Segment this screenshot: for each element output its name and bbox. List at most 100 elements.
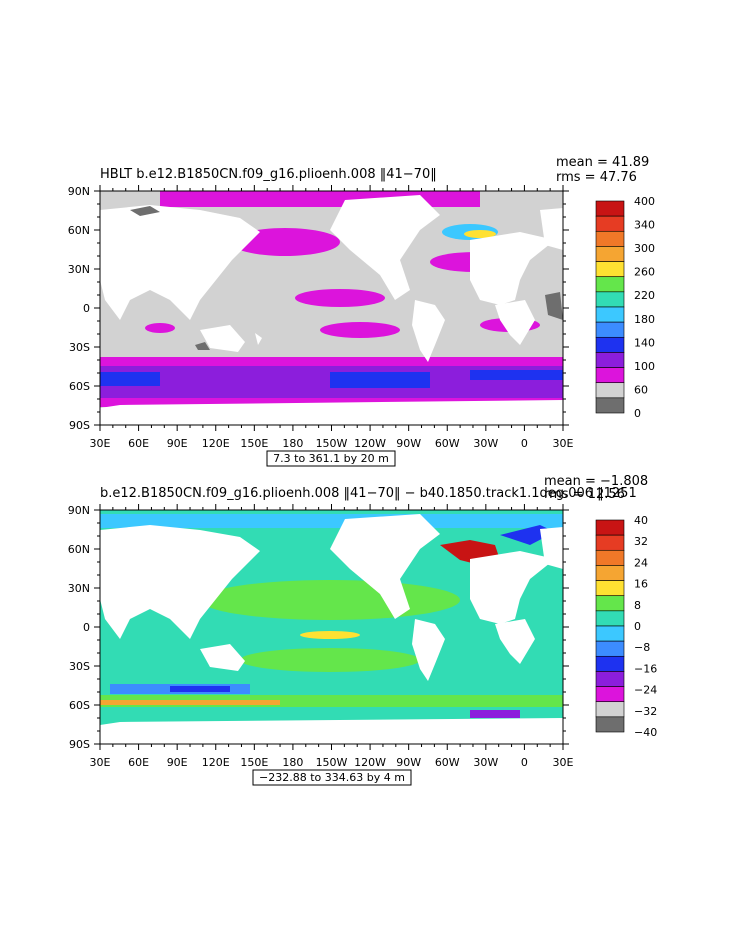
panel-2-axes: 30E 60E 90E 120E 150E 180 150W 120W 90W 60W 30W 0 30… bbox=[68, 504, 574, 769]
colorbar-swatch bbox=[595, 306, 625, 323]
colorbar-swatch bbox=[595, 352, 625, 368]
x-tick-label: 180 bbox=[282, 437, 303, 450]
x-tick-label: 30E bbox=[553, 756, 574, 769]
colorbar-label: 8 bbox=[634, 599, 641, 612]
y-tick-label: 30S bbox=[69, 660, 90, 673]
tropical-pacific-patch bbox=[295, 289, 385, 307]
diff-weddell-patch bbox=[470, 710, 520, 718]
panel-2-title: b.e12.B1850CN.f09_g16.plioenh.008 ‖41−70… bbox=[100, 486, 637, 501]
dark-patches bbox=[130, 206, 563, 350]
panel-2: b.e12.B1850CN.f09_g16.plioenh.008 ‖41−70… bbox=[68, 474, 657, 786]
land-masses bbox=[100, 195, 563, 425]
south-pacific-patch bbox=[320, 322, 400, 338]
x-tick-label: 120W bbox=[354, 437, 386, 450]
colorbar-swatch bbox=[595, 640, 625, 657]
y-tick-label: 90N bbox=[68, 504, 90, 517]
y-tick-label: 60S bbox=[69, 380, 90, 393]
colorbar-label: 100 bbox=[634, 360, 655, 373]
y-tick-label: 30S bbox=[69, 341, 90, 354]
colorbar-swatch bbox=[595, 701, 625, 718]
colorbar-swatch bbox=[595, 625, 625, 642]
x-tick-label: 0 bbox=[521, 437, 528, 450]
panel-1-map bbox=[100, 191, 563, 425]
colorbar-swatch bbox=[595, 397, 625, 414]
colorbar-swatch bbox=[595, 367, 625, 384]
x-tick-label: 150W bbox=[316, 756, 348, 769]
colorbar-swatch bbox=[595, 595, 625, 612]
arctic-band bbox=[160, 191, 480, 207]
southern-ocean-band-blue-3 bbox=[470, 370, 563, 380]
colorbar-label: 220 bbox=[634, 289, 655, 302]
colorbar-label: −32 bbox=[634, 705, 657, 718]
colorbar-swatch bbox=[595, 321, 625, 338]
colorbar-label: 400 bbox=[634, 195, 655, 208]
colorbar-label: 180 bbox=[634, 313, 655, 326]
land-masses-2 bbox=[100, 514, 563, 744]
diff-arctic-band bbox=[100, 514, 563, 528]
panel-1-axes: 30E 60E 90E 120E 150E 180 150W 120W 90W 60W 30W 0 30… bbox=[68, 185, 574, 450]
x-tick-label: 30E bbox=[90, 756, 111, 769]
colorbar-swatch bbox=[595, 200, 625, 217]
colorbar-swatch bbox=[595, 549, 625, 566]
colorbar-label: −8 bbox=[634, 641, 650, 654]
x-tick-label: 90W bbox=[396, 437, 421, 450]
x-tick-label: 150E bbox=[240, 756, 268, 769]
x-tick-label: 0 bbox=[521, 756, 528, 769]
x-tick-label: 120W bbox=[354, 756, 386, 769]
colorbar-label: 300 bbox=[634, 242, 655, 255]
colorbar-swatch bbox=[595, 671, 625, 687]
panel-2-range-box: −232.88 to 334.63 by 4 m bbox=[252, 769, 412, 786]
x-tick-label: 30W bbox=[473, 437, 498, 450]
colorbar-label: 24 bbox=[634, 556, 648, 569]
colorbar-label: 40 bbox=[634, 514, 648, 527]
diff-southern-ocean-darkblue bbox=[170, 686, 230, 692]
diff-south-pacific bbox=[240, 648, 420, 672]
panel-1-range-label: 7.3 to 361.1 by 20 m bbox=[273, 452, 389, 465]
panel-2-mean: mean = −1.808 bbox=[544, 474, 648, 489]
x-tick-label: 30W bbox=[473, 756, 498, 769]
panel-2-map bbox=[100, 510, 563, 744]
x-tick-label: 180 bbox=[282, 756, 303, 769]
panel-1: HBLT b.e12.B1850CN.f09_g16.plioenh.008 ‖… bbox=[68, 155, 655, 467]
colorbar-swatch bbox=[595, 519, 625, 536]
diff-tropical-band bbox=[200, 580, 460, 620]
y-tick-label: 30N bbox=[68, 582, 90, 595]
colorbar-swatch bbox=[595, 580, 625, 597]
x-tick-label: 30E bbox=[553, 437, 574, 450]
y-tick-label: 90N bbox=[68, 185, 90, 198]
colorbar-swatch bbox=[595, 215, 625, 232]
colorbar-swatch bbox=[595, 336, 625, 353]
y-tick-label: 90S bbox=[69, 738, 90, 751]
y-tick-label: 60N bbox=[68, 224, 90, 237]
panel-1-rms: rms = 47.76 bbox=[556, 170, 637, 185]
colorbar-swatch bbox=[595, 655, 625, 672]
diff-equatorial-core bbox=[300, 631, 360, 639]
indian-ocean-patch bbox=[145, 323, 175, 333]
x-tick-label: 120E bbox=[202, 437, 230, 450]
colorbar-swatch bbox=[595, 565, 625, 581]
x-tick-label: 30E bbox=[90, 437, 111, 450]
colorbar-label: −24 bbox=[634, 684, 657, 697]
colorbar-swatch bbox=[595, 534, 625, 551]
x-tick-label: 90E bbox=[167, 437, 188, 450]
panel-2-colorbar: 40 32 24 16 8 0 −8 −16 −24 −32 −40 bbox=[595, 514, 657, 739]
colorbar-swatch bbox=[595, 686, 625, 703]
colorbar-label: −40 bbox=[634, 726, 657, 739]
colorbar-label: 60 bbox=[634, 383, 648, 396]
x-tick-label: 120E bbox=[202, 756, 230, 769]
x-tick-label: 90E bbox=[167, 756, 188, 769]
colorbar-swatch bbox=[595, 276, 625, 293]
colorbar-swatch bbox=[595, 610, 625, 627]
y-tick-label: 90S bbox=[69, 419, 90, 432]
colorbar-swatch bbox=[595, 230, 625, 247]
colorbar-label: 340 bbox=[634, 219, 655, 232]
colorbar-label: 0 bbox=[634, 620, 641, 633]
panel-1-title: HBLT b.e12.B1850CN.f09_g16.plioenh.008 ‖… bbox=[100, 167, 437, 182]
panel-1-colorbar: 400 340 300 260 220 180 140 100 60 0 bbox=[595, 195, 655, 420]
colorbar-label: 16 bbox=[634, 578, 648, 591]
colorbar-label: 0 bbox=[634, 407, 641, 420]
panel-2-rms: rms = 12.56 bbox=[544, 487, 625, 502]
panel-1-range-box: 7.3 to 361.1 by 20 m bbox=[266, 450, 396, 467]
x-tick-label: 150E bbox=[240, 437, 268, 450]
colorbar-swatch bbox=[595, 716, 625, 733]
